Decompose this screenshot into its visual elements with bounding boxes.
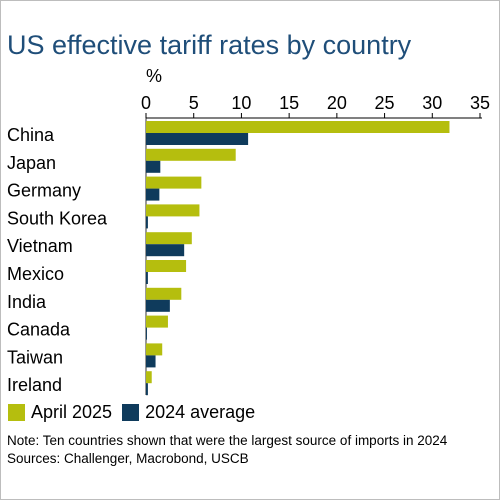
bar-japan-april-2025 — [146, 148, 236, 161]
x-tick-label-35: 35 — [470, 93, 490, 113]
bar-mexico-april-2025 — [146, 260, 187, 272]
bar-canada-april-2025 — [146, 315, 168, 328]
bar-germany-april-2025 — [146, 176, 202, 189]
category-label-mexico: Mexico — [7, 264, 64, 284]
bar-ireland-2024-average — [146, 383, 148, 396]
sources-text: Sources: Challenger, Macrobond, USCB — [7, 451, 249, 466]
bar-germany-2024-average — [146, 188, 160, 201]
bar-india-2024-average — [146, 299, 170, 312]
bar-south-korea-2024-average — [146, 216, 148, 229]
category-label-canada: Canada — [7, 320, 71, 340]
bar-canada-2024-average — [146, 327, 147, 340]
legend-label-april-2025: April 2025 — [31, 402, 113, 422]
x-tick-label-5: 5 — [189, 93, 199, 113]
bar-mexico-2024-average — [146, 272, 148, 284]
bar-vietnam-2024-average — [146, 244, 185, 257]
bar-taiwan-2024-average — [146, 355, 156, 368]
bar-vietnam-april-2025 — [146, 232, 192, 245]
bar-japan-2024-average — [146, 160, 161, 173]
legend-item-april-2025: April 2025 — [8, 402, 112, 423]
x-tick-label-30: 30 — [422, 93, 442, 113]
bar-china-april-2025 — [146, 121, 450, 133]
x-tick-label-15: 15 — [279, 93, 299, 113]
note-text: Note: Ten countries shown that were the … — [7, 433, 448, 448]
x-tick-label-20: 20 — [327, 93, 347, 113]
legend-swatch-april-2025 — [8, 404, 25, 421]
bar-taiwan-april-2025 — [146, 343, 163, 356]
legend-swatch-2024-average — [122, 404, 140, 421]
footnote: Note: Ten countries shown that were the … — [7, 432, 447, 468]
x-axis-unit-label: % — [146, 66, 162, 86]
category-label-germany: Germany — [7, 181, 81, 201]
x-tick-label-25: 25 — [375, 93, 395, 113]
x-tick-label-0: 0 — [141, 93, 151, 113]
chart-title: US effective tariff rates by country — [7, 30, 412, 60]
legend-item-2024-average: 2024 average — [122, 402, 255, 423]
category-label-south-korea: South Korea — [7, 208, 108, 228]
category-label-india: India — [7, 292, 47, 312]
category-label-china: China — [7, 125, 55, 145]
legend: April 2025 2024 average — [8, 402, 265, 423]
x-tick-label-10: 10 — [231, 93, 251, 113]
bar-ireland-april-2025 — [146, 371, 152, 384]
bar-china-2024-average — [146, 133, 249, 145]
legend-label-2024-average: 2024 average — [145, 402, 256, 422]
category-label-japan: Japan — [7, 153, 56, 173]
category-label-ireland: Ireland — [7, 375, 62, 395]
bar-south-korea-april-2025 — [146, 204, 200, 217]
category-label-vietnam: Vietnam — [7, 236, 73, 256]
category-label-taiwan: Taiwan — [7, 347, 63, 367]
bar-india-april-2025 — [146, 287, 182, 300]
